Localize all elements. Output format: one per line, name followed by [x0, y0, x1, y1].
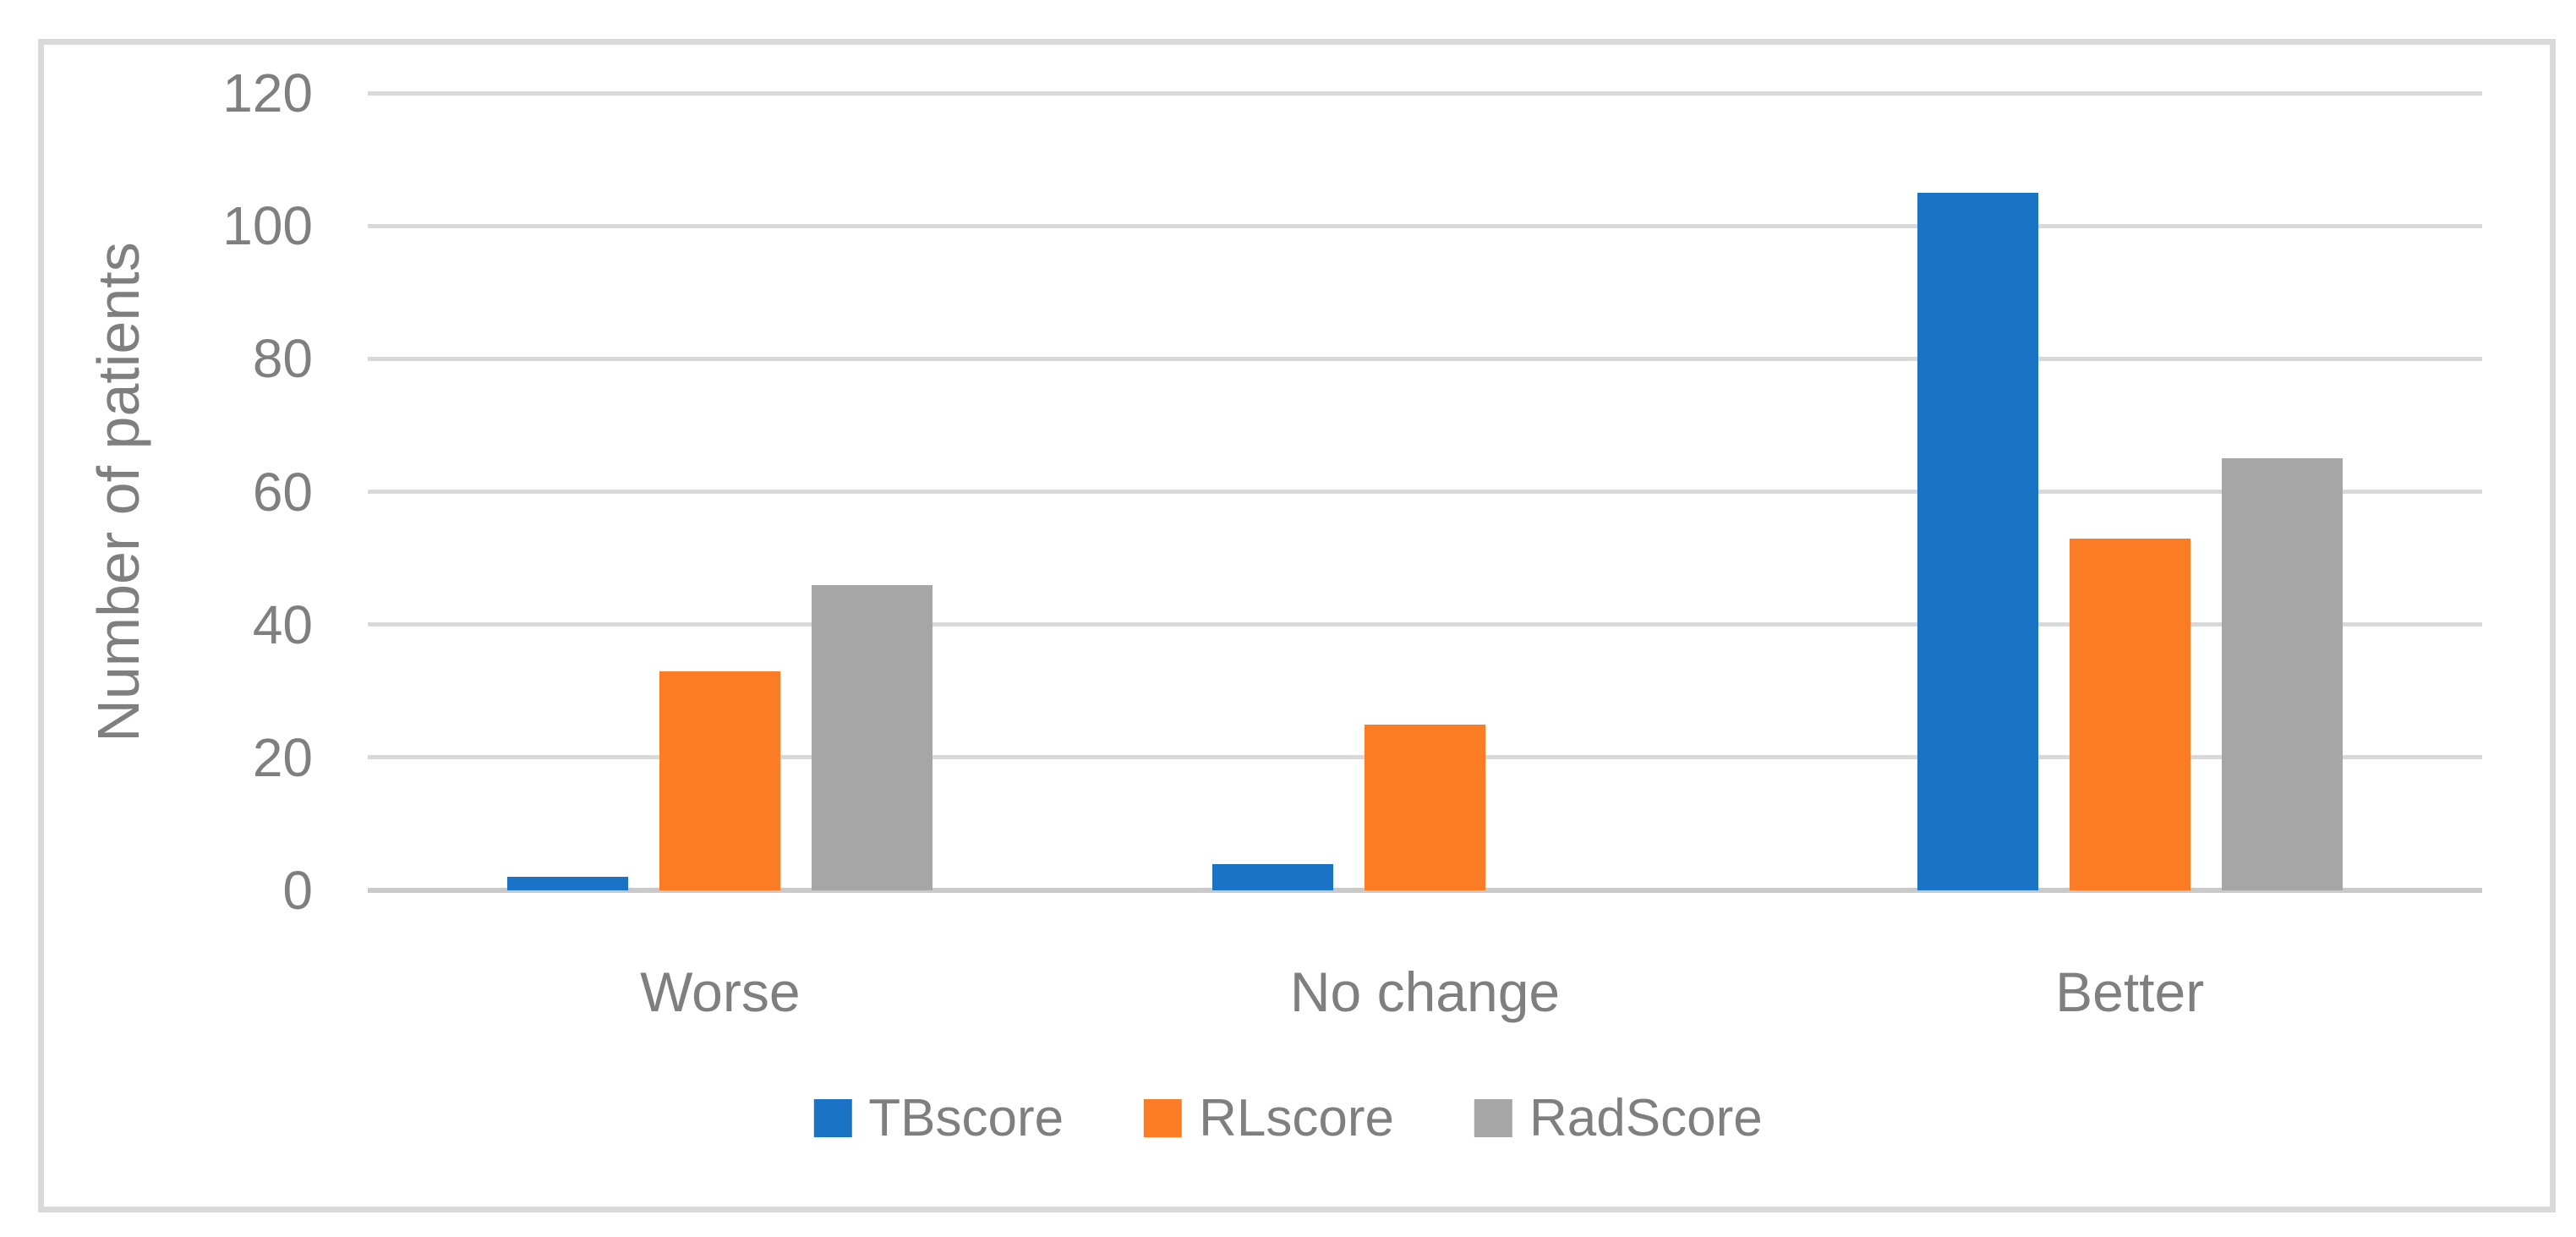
- category-label-no-change: No change: [1289, 961, 1561, 1023]
- bar-radscore-better: [2221, 458, 2343, 890]
- gridline-80: [368, 356, 2482, 361]
- y-tick-label-100: 100: [222, 195, 313, 257]
- gridline-100: [368, 223, 2482, 228]
- bar-tbscore-better: [1917, 192, 2038, 890]
- legend-item-tbscore: TBscore: [813, 1088, 1064, 1148]
- plot-area: [368, 90, 2482, 893]
- legend-swatch-tbscore: [813, 1099, 852, 1137]
- legend-swatch-radscore: [1474, 1099, 1513, 1137]
- y-tick-label-60: 60: [252, 461, 313, 523]
- y-tick-label-80: 80: [252, 328, 313, 390]
- legend-item-rlscore: RLscore: [1144, 1088, 1394, 1148]
- legend-label-rlscore: RLscore: [1199, 1089, 1395, 1147]
- y-tick-label-20: 20: [252, 726, 313, 788]
- legend-item-radscore: RadScore: [1474, 1088, 1763, 1148]
- bar-rlscore-no-change: [1365, 724, 1485, 890]
- legend-swatch-rlscore: [1144, 1099, 1183, 1137]
- y-tick-label-40: 40: [252, 594, 313, 655]
- bar-radscore-worse: [812, 584, 933, 890]
- category-label-better: Better: [2055, 961, 2205, 1023]
- y-tick-label-0: 0: [282, 860, 313, 921]
- bar-tbscore-no-change: [1212, 863, 1333, 890]
- x-axis-category-labels: Worse No change Better: [368, 960, 2482, 1036]
- gridline-40: [368, 622, 2482, 627]
- gridline-120: [368, 90, 2482, 96]
- y-tick-label-120: 120: [222, 63, 313, 123]
- legend-label-tbscore: TBscore: [868, 1089, 1064, 1147]
- chart-legend: TBscore RLscore RadScore: [813, 1088, 1763, 1148]
- y-axis-tick-labels: 0 20 40 60 80 100 120: [0, 65, 334, 918]
- category-label-worse: Worse: [640, 961, 801, 1023]
- gridline-60: [368, 490, 2482, 494]
- bar-rlscore-better: [2069, 538, 2190, 890]
- legend-label-radscore: RadScore: [1529, 1089, 1763, 1147]
- bar-rlscore-worse: [659, 670, 781, 890]
- bar-tbscore-worse: [507, 877, 629, 890]
